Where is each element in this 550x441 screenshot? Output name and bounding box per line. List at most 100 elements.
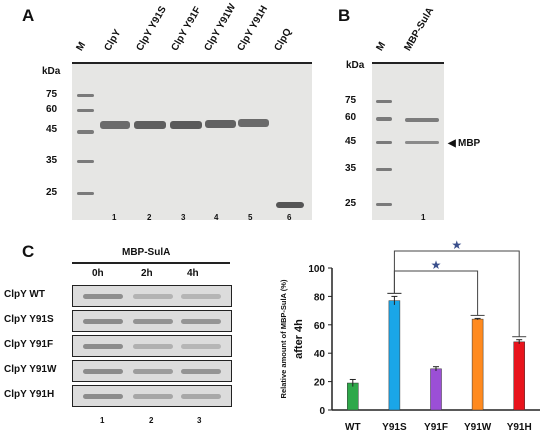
panel-a-ladder-band [77, 109, 94, 112]
x-tick-label: Y91W [464, 422, 492, 433]
panel-c-row-label-wt: ClpY WT [4, 289, 45, 300]
blot-strip-wt [72, 285, 232, 307]
panel-a-kda-label: kDa [42, 66, 61, 77]
blot-strip-y91s [72, 310, 232, 332]
panel-a-band-y91s [134, 121, 166, 129]
panel-c-lane-num-3: 3 [197, 416, 202, 425]
panel-b-lane-num-1: 1 [421, 213, 426, 222]
x-tick-label: Y91S [382, 422, 407, 433]
x-tick-label: Y91F [424, 422, 448, 433]
significance-star-icon: ★ [451, 240, 462, 252]
panel-b-ladder-band [376, 168, 392, 171]
y-tick-label: 60 [314, 321, 326, 332]
y-tick-label: 100 [308, 264, 325, 275]
panel-c-time-2h: 2h [141, 268, 153, 279]
bar-chart: 0 20 40 60 80 100 Relative amount of MBP-SulA … [279, 240, 540, 433]
panel-b-gel-topline [372, 62, 444, 64]
blot-band [133, 394, 173, 399]
panel-a-gel [72, 62, 312, 220]
panel-a-ladder-band [77, 130, 94, 134]
blot-band [181, 394, 221, 399]
panel-a-band-y91w [205, 120, 236, 128]
y-tick-label: 0 [319, 406, 325, 417]
panel-a-lane-num-3: 3 [181, 213, 186, 222]
panel-a-marker-35: 35 [46, 155, 58, 166]
blot-band [181, 294, 221, 299]
panel-b-lane-label-mbp-sula: MBP-SulA [402, 5, 437, 54]
panel-a-lane-label-clpq: ClpQ [272, 26, 294, 53]
panel-a-lane-num-2: 2 [147, 213, 152, 222]
panel-b-marker-35: 35 [345, 163, 357, 174]
panel-b-marker-45: 45 [345, 136, 357, 147]
blot-band [83, 394, 123, 399]
blot-band [133, 319, 173, 324]
panel-b-marker-60: 60 [345, 112, 357, 123]
panel-c-row-label-y91w: ClpY Y91W [4, 364, 57, 375]
panel-a-lane-label-y91w: ClpY Y91W [202, 2, 239, 54]
blot-strip-y91w [72, 360, 232, 382]
blot-band [133, 294, 173, 299]
panel-b-ladder-band [376, 117, 392, 121]
panel-b-band-mbp [405, 141, 439, 144]
panel-b-marker-75: 75 [345, 95, 357, 106]
panel-c-time-0h: 0h [92, 268, 104, 279]
panel-a-marker-75: 75 [46, 89, 58, 100]
panel-c-lane-num-2: 2 [149, 416, 154, 425]
panel-a-ladder-band [77, 192, 94, 195]
y-tick-label: 40 [314, 349, 326, 360]
blot-band [181, 319, 221, 324]
blot-band [133, 369, 173, 374]
panel-a-lane-label-m: M [74, 40, 89, 53]
panel-a-marker-60: 60 [46, 104, 58, 115]
significance-bracket [393, 250, 520, 337]
panel-a-lane-num-4: 4 [214, 213, 219, 222]
panel-a-band-y91f [170, 121, 202, 129]
blot-band [133, 344, 173, 349]
panel-a-marker-25: 25 [46, 187, 58, 198]
blot-strip-y91f [72, 335, 232, 357]
panel-c-lane-num-1: 1 [100, 416, 105, 425]
panel-b-mbp-arrow-icon: ◀ [448, 138, 456, 149]
panel-a-lane-label-y91f: ClpY Y91F [169, 4, 204, 54]
panel-a-lane-label-y91h: ClpY Y91H [235, 4, 271, 54]
panel-b-letter: B [338, 6, 351, 25]
panel-c-blot-title: MBP-SulA [122, 247, 171, 258]
y-tick-label: 80 [314, 292, 326, 303]
x-tick-label: Y91H [507, 422, 532, 433]
y-tick-label: 20 [314, 378, 326, 389]
panel-c-time-4h: 4h [187, 268, 199, 279]
bar-y91f [430, 368, 442, 411]
panel-a-band-y91h [238, 119, 269, 127]
significance-star-icon: ★ [431, 258, 442, 272]
panel-a-lane-label-y91s: ClpY Y91S [134, 4, 169, 53]
panel-b-ladder-band [376, 100, 392, 103]
panel-b-ladder-band [376, 141, 392, 144]
panel-c-blot-title-underline [72, 262, 230, 264]
x-tick-label: WT [345, 422, 361, 433]
significance-bracket [393, 270, 479, 316]
panel-a-lane-num-5: 5 [248, 213, 253, 222]
panel-c-letter: C [22, 242, 35, 261]
blot-band [181, 344, 221, 349]
panel-a-band-clpq [276, 202, 304, 208]
panel-a-band-clpy [100, 121, 130, 129]
panel-a-gel-topline [72, 62, 312, 64]
panel-b-marker-25: 25 [345, 198, 357, 209]
panel-a-ladder-band [77, 160, 94, 163]
blot-band [181, 369, 221, 374]
panel-b-ladder-band [376, 203, 392, 206]
panel-a-lane-label-clpy: ClpY [102, 27, 124, 53]
bar-y91h [513, 341, 525, 411]
panel-a-lane-num-1: 1 [112, 213, 117, 222]
panel-b-band-mbp-sula [405, 118, 439, 122]
panel-a-lane-num-6: 6 [287, 213, 292, 222]
panel-a-letter: A [22, 6, 35, 25]
panel-b-kda-label: kDa [346, 60, 365, 71]
panel-c-row-label-y91f: ClpY Y91F [4, 339, 54, 350]
panel-c-row-label-y91s: ClpY Y91S [4, 314, 54, 325]
blot-band [83, 344, 123, 349]
y-axis-label: Relative amount of MBP-SulA (%) [279, 279, 288, 398]
panel-c-row-label-y91h: ClpY Y91H [4, 389, 55, 400]
blot-band [83, 294, 123, 299]
panel-b-mbp-label: MBP [458, 138, 481, 149]
